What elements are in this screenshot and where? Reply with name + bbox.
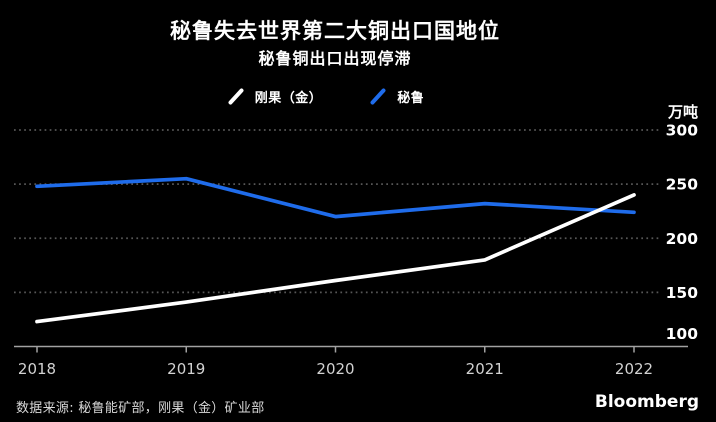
source-note: 数据来源: 秘鲁能矿部，刚果（金）矿业部	[16, 401, 265, 416]
x-tick-label: 2018	[18, 360, 56, 378]
legend-label-congo: 刚果（金）	[254, 91, 323, 106]
y-axis-unit-label: 万吨	[667, 103, 698, 121]
x-tick-label: 2022	[615, 360, 653, 378]
chart-subtitle: 秘鲁铜出口出现停滞	[258, 49, 412, 68]
legend: 刚果（金） 秘鲁	[0, 87, 652, 106]
x-tick-label: 2020	[316, 360, 354, 378]
peru-line-marker-icon	[370, 88, 386, 105]
y-tick-label: 300	[666, 122, 699, 140]
y-tick-label: 100	[666, 325, 699, 343]
x-tick-label: 2019	[167, 360, 205, 378]
bloomberg-logo: Bloomberg	[594, 392, 699, 412]
legend-label-peru: 秘鲁	[397, 91, 425, 106]
y-tick-label: 250	[666, 176, 699, 194]
series-line-秘鲁	[35, 176, 636, 219]
series-line-刚果（金）	[35, 193, 636, 324]
congo-line-marker-icon	[228, 88, 244, 105]
x-tick-label: 2021	[466, 360, 504, 378]
chart-title: 秘鲁失去世界第二大铜出口国地位	[170, 19, 500, 43]
legend-item-peru: 秘鲁	[370, 87, 424, 106]
y-tick-label: 200	[666, 230, 699, 248]
y-tick-label: 150	[666, 284, 699, 302]
legend-item-congo: 刚果（金）	[228, 87, 323, 106]
